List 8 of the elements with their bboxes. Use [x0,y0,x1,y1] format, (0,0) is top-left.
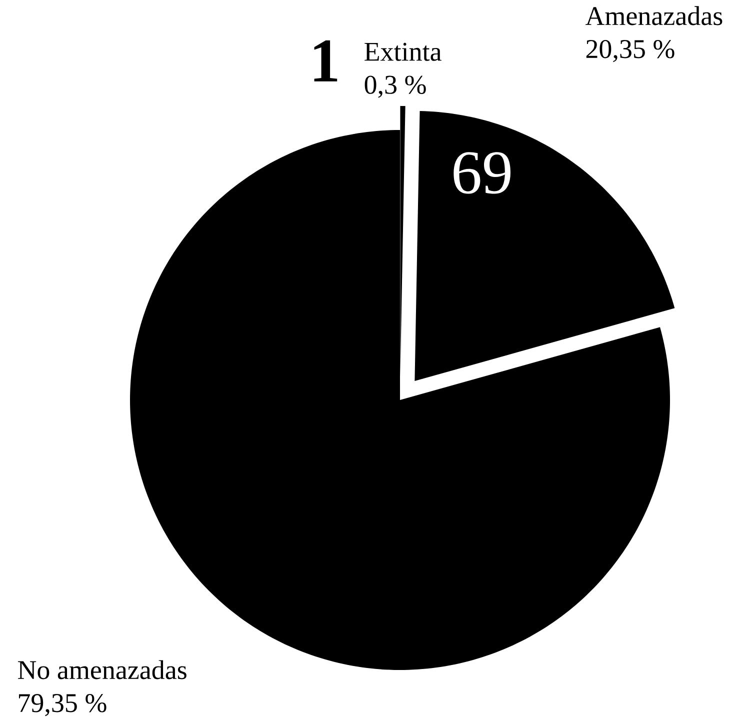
text: 69 [454,152,510,194]
text: 1 [314,40,338,82]
slice-label: Extinta [364,42,442,61]
data-label: 20,35 % [586,40,674,62]
slice-label: Amenazadas [585,6,722,26]
data-label: 79,35 % [18,694,106,716]
slice-label: No amenazadas [18,660,186,680]
data-label: 0,3 % [364,76,426,98]
